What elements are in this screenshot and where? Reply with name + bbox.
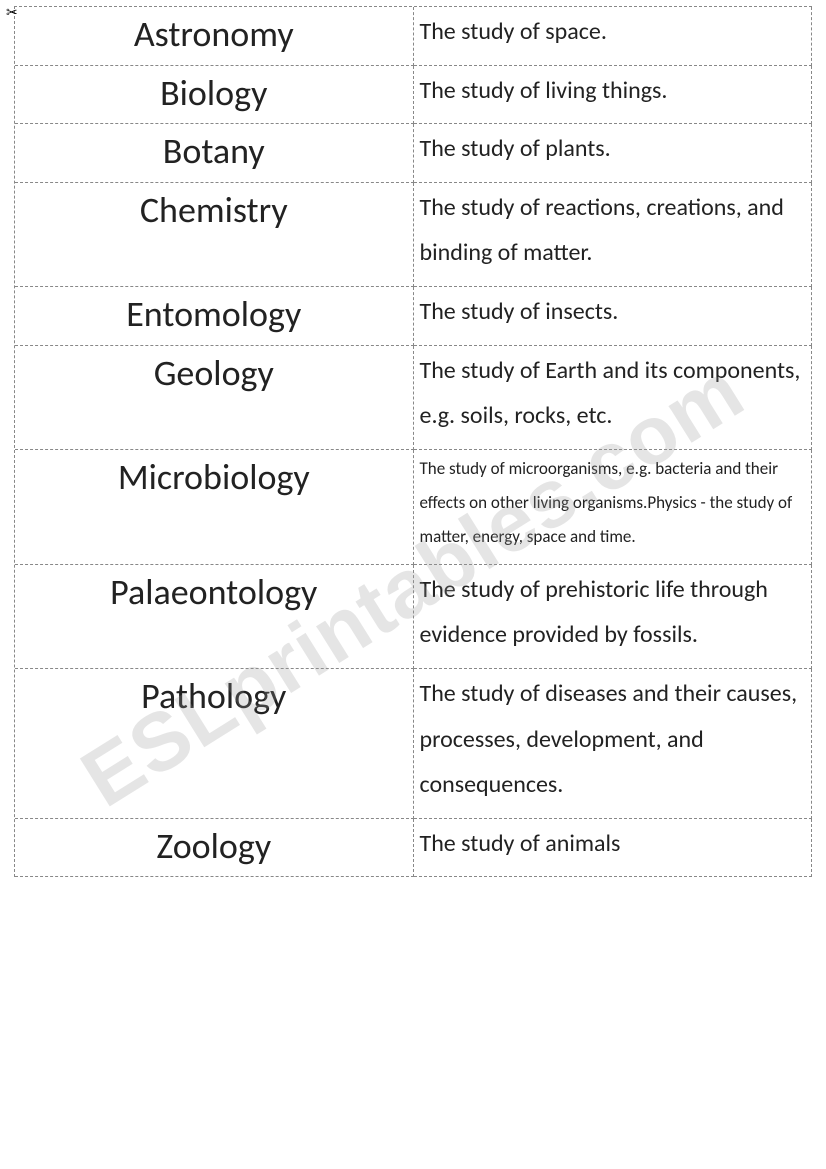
table-row: BotanyThe study of plants.: [15, 124, 812, 183]
term-cell: Biology: [15, 66, 414, 125]
table-row: GeologyThe study of Earth and its compon…: [15, 346, 812, 450]
table-row: AstronomyThe study of space.: [15, 7, 812, 66]
vocab-table: AstronomyThe study of space.BiologyThe s…: [14, 6, 812, 877]
definition-cell: The study of diseases and their causes, …: [414, 669, 813, 819]
term-cell: Pathology: [15, 669, 414, 819]
term-cell: Microbiology: [15, 450, 414, 565]
table-row: BiologyThe study of living things.: [15, 66, 812, 125]
definition-cell: The study of prehistoric life through ev…: [414, 565, 813, 669]
table-row: PathologyThe study of diseases and their…: [15, 669, 812, 819]
scissors-icon: ✂: [6, 4, 18, 21]
definition-cell: The study of space.: [414, 7, 813, 66]
definition-cell: The study of reactions, creations, and b…: [414, 183, 813, 287]
table-row: MicrobiologyThe study of microorganisms,…: [15, 450, 812, 565]
definition-cell: The study of insects.: [414, 287, 813, 346]
table-row: ChemistryThe study of reactions, creatio…: [15, 183, 812, 287]
term-cell: Chemistry: [15, 183, 414, 287]
term-cell: Zoology: [15, 819, 414, 878]
definition-cell: The study of animals: [414, 819, 813, 878]
term-cell: Palaeontology: [15, 565, 414, 669]
table-row: PalaeontologyThe study of prehistoric li…: [15, 565, 812, 669]
term-cell: Astronomy: [15, 7, 414, 66]
term-cell: Botany: [15, 124, 414, 183]
term-cell: Entomology: [15, 287, 414, 346]
table-row: EntomologyThe study of insects.: [15, 287, 812, 346]
definition-cell: The study of plants.: [414, 124, 813, 183]
definition-cell: The study of living things.: [414, 66, 813, 125]
term-cell: Geology: [15, 346, 414, 450]
table-row: ZoologyThe study of animals: [15, 819, 812, 878]
definition-cell: The study of Earth and its components, e…: [414, 346, 813, 450]
definition-cell: The study of microorganisms, e.g. bacter…: [414, 450, 813, 565]
